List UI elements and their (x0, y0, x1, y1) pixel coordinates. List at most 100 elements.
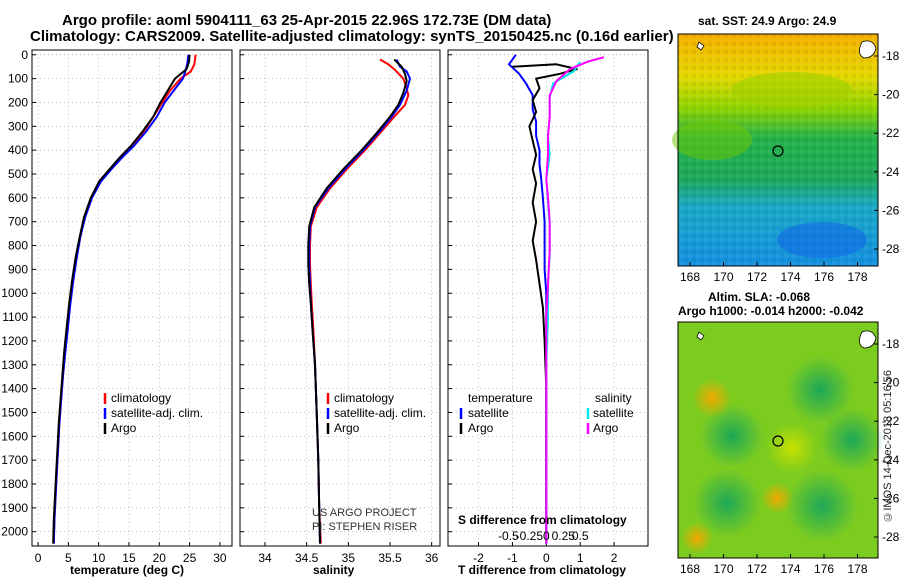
depth-tick-label: 500 (8, 167, 28, 181)
salinity-legend-climatology: climatology (334, 391, 394, 405)
project-credit-line2: PI: STEPHEN RISER (312, 521, 417, 533)
salinity-panel: 34 34.5 35 35.5 36 climatology satellite-adj… (239, 49, 441, 565)
salinity-difference-tick-label: 0 (543, 529, 550, 543)
temperature-xtick-label: 10 (92, 551, 106, 565)
map-latitude-label: -22 (882, 414, 900, 428)
map-latitude-label: -26 (882, 203, 900, 217)
sla-map-title-line2: Argo h1000: -0.014 h2000: -0.042 (678, 304, 864, 318)
map-latitude-label: -28 (882, 530, 900, 544)
map-latitude-label: -18 (882, 337, 900, 351)
map-longitude-label: 176 (814, 270, 834, 284)
temperature-xtick-label: 15 (122, 551, 136, 565)
depth-tick-label: 1900 (1, 501, 28, 515)
imos-credit: ©IMOS 14-Dec-2018 05:16:56 (882, 370, 894, 523)
salinity-x-label: salinity (313, 563, 355, 577)
sla-map-title-line1: Altim. SLA: -0.068 (708, 290, 811, 304)
map-longitude-label: 168 (680, 270, 700, 284)
temperature-series-argo (52, 54, 191, 544)
difference-plot-frame (447, 49, 649, 547)
depth-tick-label: 0 (21, 48, 28, 62)
map-longitude-label: 174 (780, 562, 800, 576)
salinity-xtick-label: 35 (342, 551, 356, 565)
map-longitude-label: 174 (780, 270, 800, 284)
salinity-xtick-label: 34.5 (295, 551, 319, 565)
difference-xtick-label: -2 (473, 551, 484, 565)
sla-map: 168 170 172 174 176 178 -18 -20 -22 -24 -26 -28 (677, 321, 900, 576)
figure-title-line2: Climatology: CARS2009. Satellite-adjuste… (30, 28, 674, 45)
depth-tick-label: 400 (8, 143, 28, 157)
temperature-xtick-label: 5 (65, 551, 72, 565)
salinity-legend-argo: Argo (334, 421, 360, 435)
salinity-series-satellite-adj-clim- (308, 59, 411, 544)
map-latitude-label: -26 (882, 491, 900, 505)
salinity-plot-frame (239, 49, 441, 547)
temperature-series-satellite-adj-clim- (52, 54, 190, 544)
difference-legend-t-satellite: satellite (468, 406, 509, 420)
temperature-legend: climatology satellite-adj. clim. Argo (103, 391, 203, 435)
map-longitude-label: 178 (847, 562, 867, 576)
depth-tick-label: 1400 (1, 382, 28, 396)
map-longitude-label: 170 (713, 270, 733, 284)
depth-tick-label: 800 (8, 239, 28, 253)
depth-tick-label: 900 (8, 262, 28, 276)
profile-charts: 0 5 10 15 20 25 30 010020030040050060070080090… (1, 48, 649, 565)
temperature-xtick-label: 25 (183, 551, 197, 565)
project-credit-line1: US ARGO PROJECT (312, 507, 417, 519)
salinity-difference-tick-label: -0.5 (498, 529, 519, 543)
map-longitude-label: 172 (747, 562, 767, 576)
temperature-legend-satellite: satellite-adj. clim. (111, 406, 203, 420)
temperature-legend-climatology: climatology (111, 391, 171, 405)
depth-tick-label: 1800 (1, 477, 28, 491)
temperature-x-label: temperature (deg C) (70, 563, 185, 577)
map-latitude-label: -20 (882, 88, 900, 102)
temperature-plot-frame (31, 49, 233, 547)
depth-tick-label: 700 (8, 215, 28, 229)
depth-tick-label: 1300 (1, 358, 28, 372)
depth-tick-label: 1700 (1, 453, 28, 467)
map-longitude-label: 178 (847, 270, 867, 284)
sst-map-island-icon (859, 40, 877, 59)
depth-tick-label: 2000 (1, 525, 28, 539)
salinity-xtick-label: 35.5 (378, 551, 402, 565)
salinity-series-argo (307, 58, 408, 544)
temperature-xtick-label: 0 (35, 551, 42, 565)
salinity-series-climatology (309, 58, 410, 544)
depth-tick-label: 1500 (1, 405, 28, 419)
difference-series-s-argo (545, 56, 605, 544)
difference-legend-temperature-title: temperature (468, 391, 533, 405)
difference-panel: -2 -1 0 1 2 temperature satellite Argo salin… (447, 49, 649, 565)
temperature-xtick-label: 20 (153, 551, 167, 565)
map-latitude-label: -28 (882, 242, 900, 256)
salinity-difference-tick-label: 0.25 (552, 529, 576, 543)
depth-tick-label: 1200 (1, 334, 28, 348)
map-longitude-label: 168 (680, 562, 700, 576)
depth-tick-label: 600 (8, 191, 28, 205)
salinity-legend-satellite: satellite-adj. clim. (334, 406, 426, 420)
difference-legend-salinity-title: salinity (595, 391, 632, 405)
sst-map-argo-location-marker (772, 145, 784, 157)
sst-map-title: sat. SST: 24.9 Argo: 24.9 (698, 14, 837, 28)
map-longitude-label: 176 (814, 562, 834, 576)
map-longitude-label: 172 (747, 270, 767, 284)
map-latitude-label: -24 (882, 165, 900, 179)
map-latitude-label: -22 (882, 126, 900, 140)
difference-xtick-label: -1 (507, 551, 518, 565)
salinity-difference-label: S difference from climatology (458, 513, 627, 527)
map-latitude-label: -18 (882, 49, 900, 63)
salinity-xtick-label: 36 (425, 551, 439, 565)
salinity-legend: climatology satellite-adj. clim. Argo (326, 391, 426, 435)
difference-series-s-satellite (545, 61, 582, 544)
difference-xtick-label: 1 (577, 551, 584, 565)
depth-tick-label: 100 (8, 72, 28, 86)
depth-tick-label: 1000 (1, 286, 28, 300)
salinity-difference-tick-label: 0.5 (572, 529, 589, 543)
sla-map-island-icon (859, 330, 877, 349)
figure-title-line1: Argo profile: aoml 5904111_63 25-Apr-201… (62, 12, 552, 29)
difference-legend-s-satellite: satellite (593, 406, 634, 420)
temperature-legend-argo: Argo (111, 421, 137, 435)
depth-tick-label: 200 (8, 95, 28, 109)
difference-xtick-label: 2 (611, 551, 618, 565)
temperature-xtick-label: 30 (213, 551, 227, 565)
temperature-panel: 0 5 10 15 20 25 30 0 100 200 300 400 500 600 700 800 90… (1, 48, 233, 565)
difference-legend-s-argo: Argo (593, 421, 619, 435)
